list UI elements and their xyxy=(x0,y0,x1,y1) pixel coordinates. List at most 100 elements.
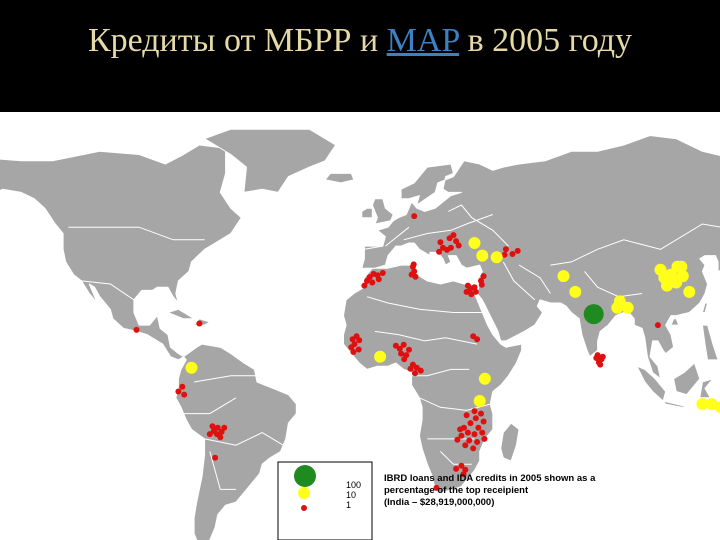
marker-layer xyxy=(133,213,720,491)
world-map-svg: 100 10 1 IBRD loans and IDA credits in 2… xyxy=(0,128,720,540)
credit-marker-small xyxy=(599,353,606,360)
country-border-13 xyxy=(204,432,284,446)
credit-marker-small xyxy=(356,337,363,344)
landmass-africa xyxy=(343,264,523,494)
credit-marker-small xyxy=(433,484,440,491)
credit-marker-small xyxy=(175,388,182,395)
country-border-10 xyxy=(440,451,472,465)
credit-marker-small xyxy=(597,361,604,368)
credit-marker-small xyxy=(462,442,469,449)
landmass-sumatra xyxy=(636,365,667,402)
country-border-16 xyxy=(68,226,205,241)
world-map: 100 10 1 IBRD loans and IDA credits in 2… xyxy=(0,112,720,540)
credit-marker-small xyxy=(348,344,355,351)
credit-marker-small xyxy=(468,291,475,298)
credit-marker-medium xyxy=(557,270,570,283)
country-border-14 xyxy=(194,375,257,383)
credit-marker-medium xyxy=(705,398,718,411)
credit-marker-small xyxy=(206,431,213,438)
credit-marker-small xyxy=(501,251,508,258)
title-link-map[interactable]: MAP xyxy=(386,22,460,59)
credit-marker-medium xyxy=(671,260,684,273)
credit-marker-small xyxy=(463,288,470,295)
credit-marker-small xyxy=(212,454,219,461)
credit-marker-medium xyxy=(611,301,624,314)
credit-marker-small xyxy=(369,279,376,286)
country-border-7 xyxy=(411,368,470,377)
credit-marker-small xyxy=(406,346,412,353)
credit-marker-small xyxy=(410,261,417,268)
credit-marker-small xyxy=(412,273,419,280)
credit-marker-small xyxy=(209,423,216,430)
credit-marker-small xyxy=(460,471,467,478)
map-legend: 100 10 1 IBRD loans and IDA credits in 2… xyxy=(277,461,596,540)
credit-marker-small xyxy=(467,420,474,427)
credit-marker-medium xyxy=(476,249,489,262)
credit-marker-small xyxy=(401,356,408,363)
credit-marker-small xyxy=(478,410,484,417)
credit-marker-small xyxy=(471,408,478,415)
credit-marker-medium xyxy=(696,398,709,411)
country-border-12 xyxy=(584,271,643,298)
credit-marker-small xyxy=(179,383,186,390)
landmass-greenland xyxy=(204,128,337,193)
credit-marker-small xyxy=(447,244,454,251)
credit-marker-medium xyxy=(714,401,720,414)
credit-marker-small xyxy=(471,284,478,291)
landmass-borneo xyxy=(673,362,701,396)
country-border-18 xyxy=(209,451,236,490)
credit-marker-medium xyxy=(185,361,198,374)
legend-caption-line-2: percentage of the top receipient xyxy=(384,485,529,496)
legend-marker-medium xyxy=(298,487,310,499)
slide-header: Кредиты от МБРР и MAP в 2005 году xyxy=(0,0,720,112)
credit-marker-small xyxy=(480,418,487,425)
credit-marker-medium xyxy=(374,350,387,363)
country-border-20 xyxy=(518,264,551,294)
credit-marker-small xyxy=(417,367,424,374)
credit-marker-small xyxy=(462,466,469,473)
border-layer xyxy=(68,204,720,490)
credit-marker-small xyxy=(407,365,414,372)
credit-marker-small xyxy=(453,238,460,245)
credit-marker-small xyxy=(478,281,485,288)
credit-marker-small xyxy=(412,370,418,377)
credit-marker-small xyxy=(466,437,473,444)
credit-marker-small xyxy=(479,429,486,436)
country-border-5 xyxy=(366,296,483,313)
country-border-17 xyxy=(81,280,135,301)
credit-marker-small xyxy=(502,246,509,253)
landmass-uk xyxy=(371,198,394,225)
credit-marker-small xyxy=(593,355,600,361)
credit-marker-small xyxy=(654,322,661,329)
credit-marker-medium xyxy=(478,372,491,385)
landmass-ireland xyxy=(361,207,373,219)
credit-marker-small xyxy=(361,282,368,289)
credit-marker-small xyxy=(458,432,465,439)
legend-caption-line-3: (India – $28,919,000,000) xyxy=(384,497,494,508)
landmass-philippines xyxy=(701,324,719,361)
landmass-sulawesi xyxy=(699,378,714,399)
legend-label-100: 100 xyxy=(346,480,361,490)
country-border-15 xyxy=(183,397,237,415)
credit-marker-small xyxy=(437,239,444,246)
credit-marker-small xyxy=(450,232,457,239)
legend-marker-small xyxy=(301,505,307,511)
country-border-6 xyxy=(374,330,478,345)
country-border-11 xyxy=(550,223,720,266)
credit-marker-small xyxy=(217,434,224,441)
landmass-south-america xyxy=(175,343,297,540)
credit-marker-small xyxy=(455,242,462,249)
credit-marker-medium xyxy=(468,237,481,249)
credit-marker-small xyxy=(475,424,482,431)
credit-marker-small xyxy=(514,247,521,254)
credit-marker-small xyxy=(464,429,471,436)
credit-marker-small xyxy=(454,436,461,443)
legend-box xyxy=(277,461,373,540)
credit-marker-small xyxy=(480,273,487,280)
credit-marker-small xyxy=(463,412,470,419)
credit-marker-small xyxy=(350,349,357,355)
credit-marker-small xyxy=(453,465,460,472)
country-border-3 xyxy=(403,214,493,241)
country-border-2 xyxy=(385,226,410,247)
credit-marker-small xyxy=(411,213,418,220)
